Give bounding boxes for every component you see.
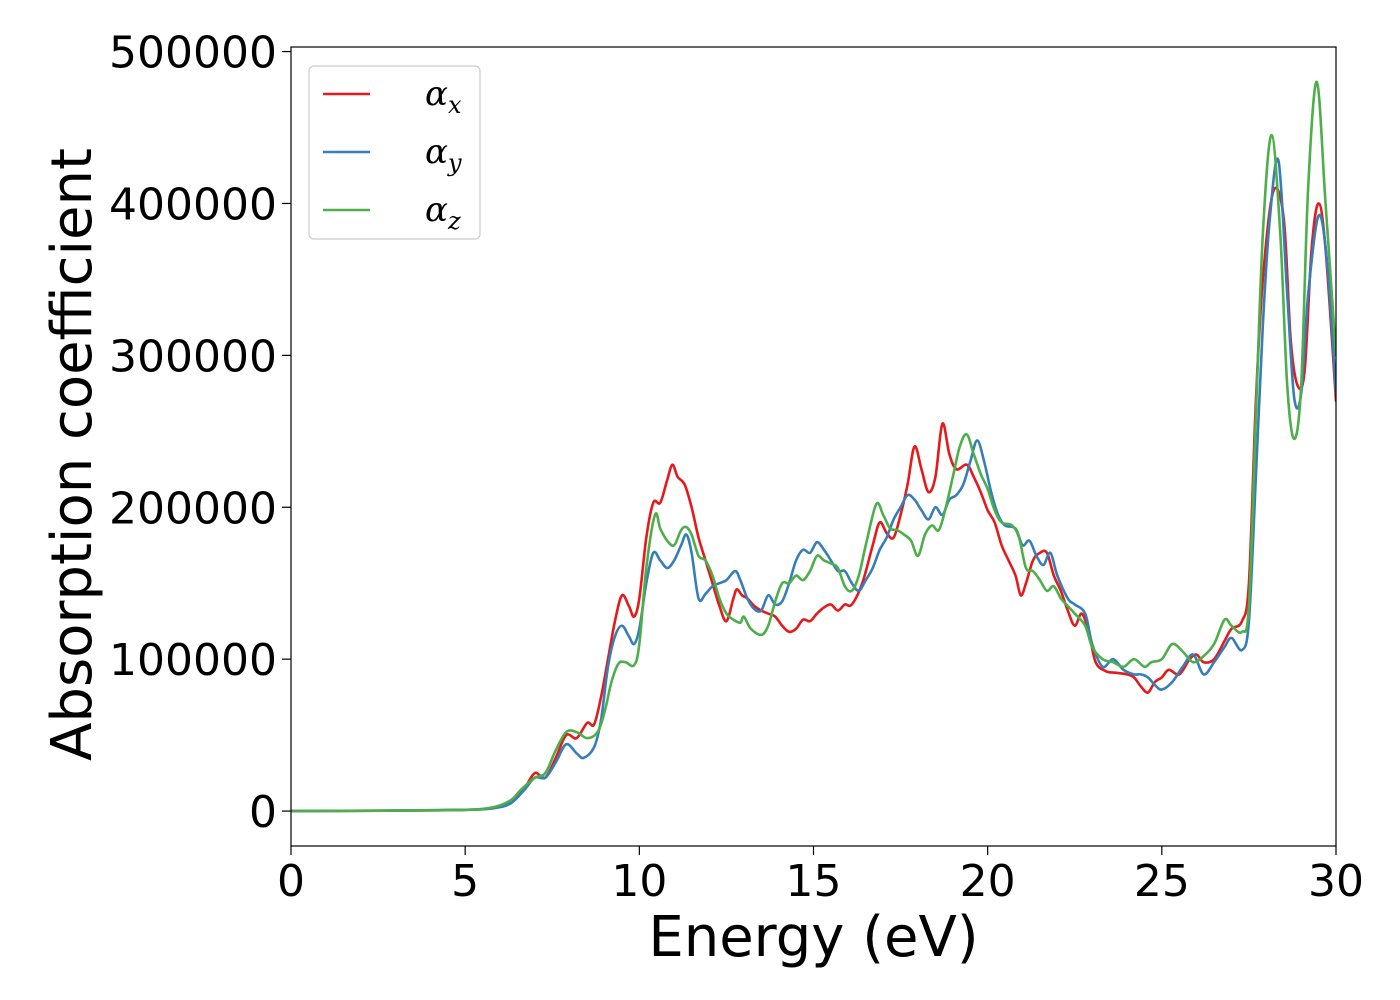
x-tick-label: 20: [960, 856, 1016, 907]
series-line-alpha-z: [291, 80, 1336, 813]
legend-label-alpha-y: αy: [425, 132, 462, 177]
y-tick-label: 300000: [109, 331, 277, 382]
x-tick-label: 15: [786, 856, 842, 907]
y-axis-title: Absorption coefficient: [40, 148, 105, 761]
legend-items: αx αy αz: [323, 74, 462, 235]
series-line-alpha-y: [291, 157, 1336, 813]
y-axis: 0 100000 200000 300000 400000 500000: [109, 28, 291, 838]
legend-box: [308, 65, 481, 240]
x-axis-title: Energy (eV): [648, 905, 978, 970]
x-tick-label: 0: [277, 856, 305, 907]
x-tick-label: 25: [1134, 856, 1190, 907]
y-tick-label: 400000: [109, 179, 277, 230]
x-tick-label: 10: [611, 856, 667, 907]
x-tick-label: 5: [451, 856, 479, 907]
legend-label-alpha-x: αx: [425, 74, 462, 119]
series-layer: [291, 80, 1336, 813]
plot-area: 0 5 10 15 20 25 30 0 100000 200000 300000 400000 50…: [109, 28, 1364, 907]
x-tick-label: 30: [1308, 856, 1364, 907]
legend: αx αy αz: [308, 65, 481, 240]
y-tick-label: 0: [249, 787, 277, 838]
y-tick-label: 100000: [109, 635, 277, 686]
series-line-alpha-x: [291, 186, 1336, 813]
legend-label-alpha-z: αz: [425, 190, 461, 235]
x-axis: 0 5 10 15 20 25 30: [277, 846, 1364, 907]
y-tick-label: 500000: [109, 28, 277, 79]
y-tick-label: 200000: [109, 483, 277, 534]
